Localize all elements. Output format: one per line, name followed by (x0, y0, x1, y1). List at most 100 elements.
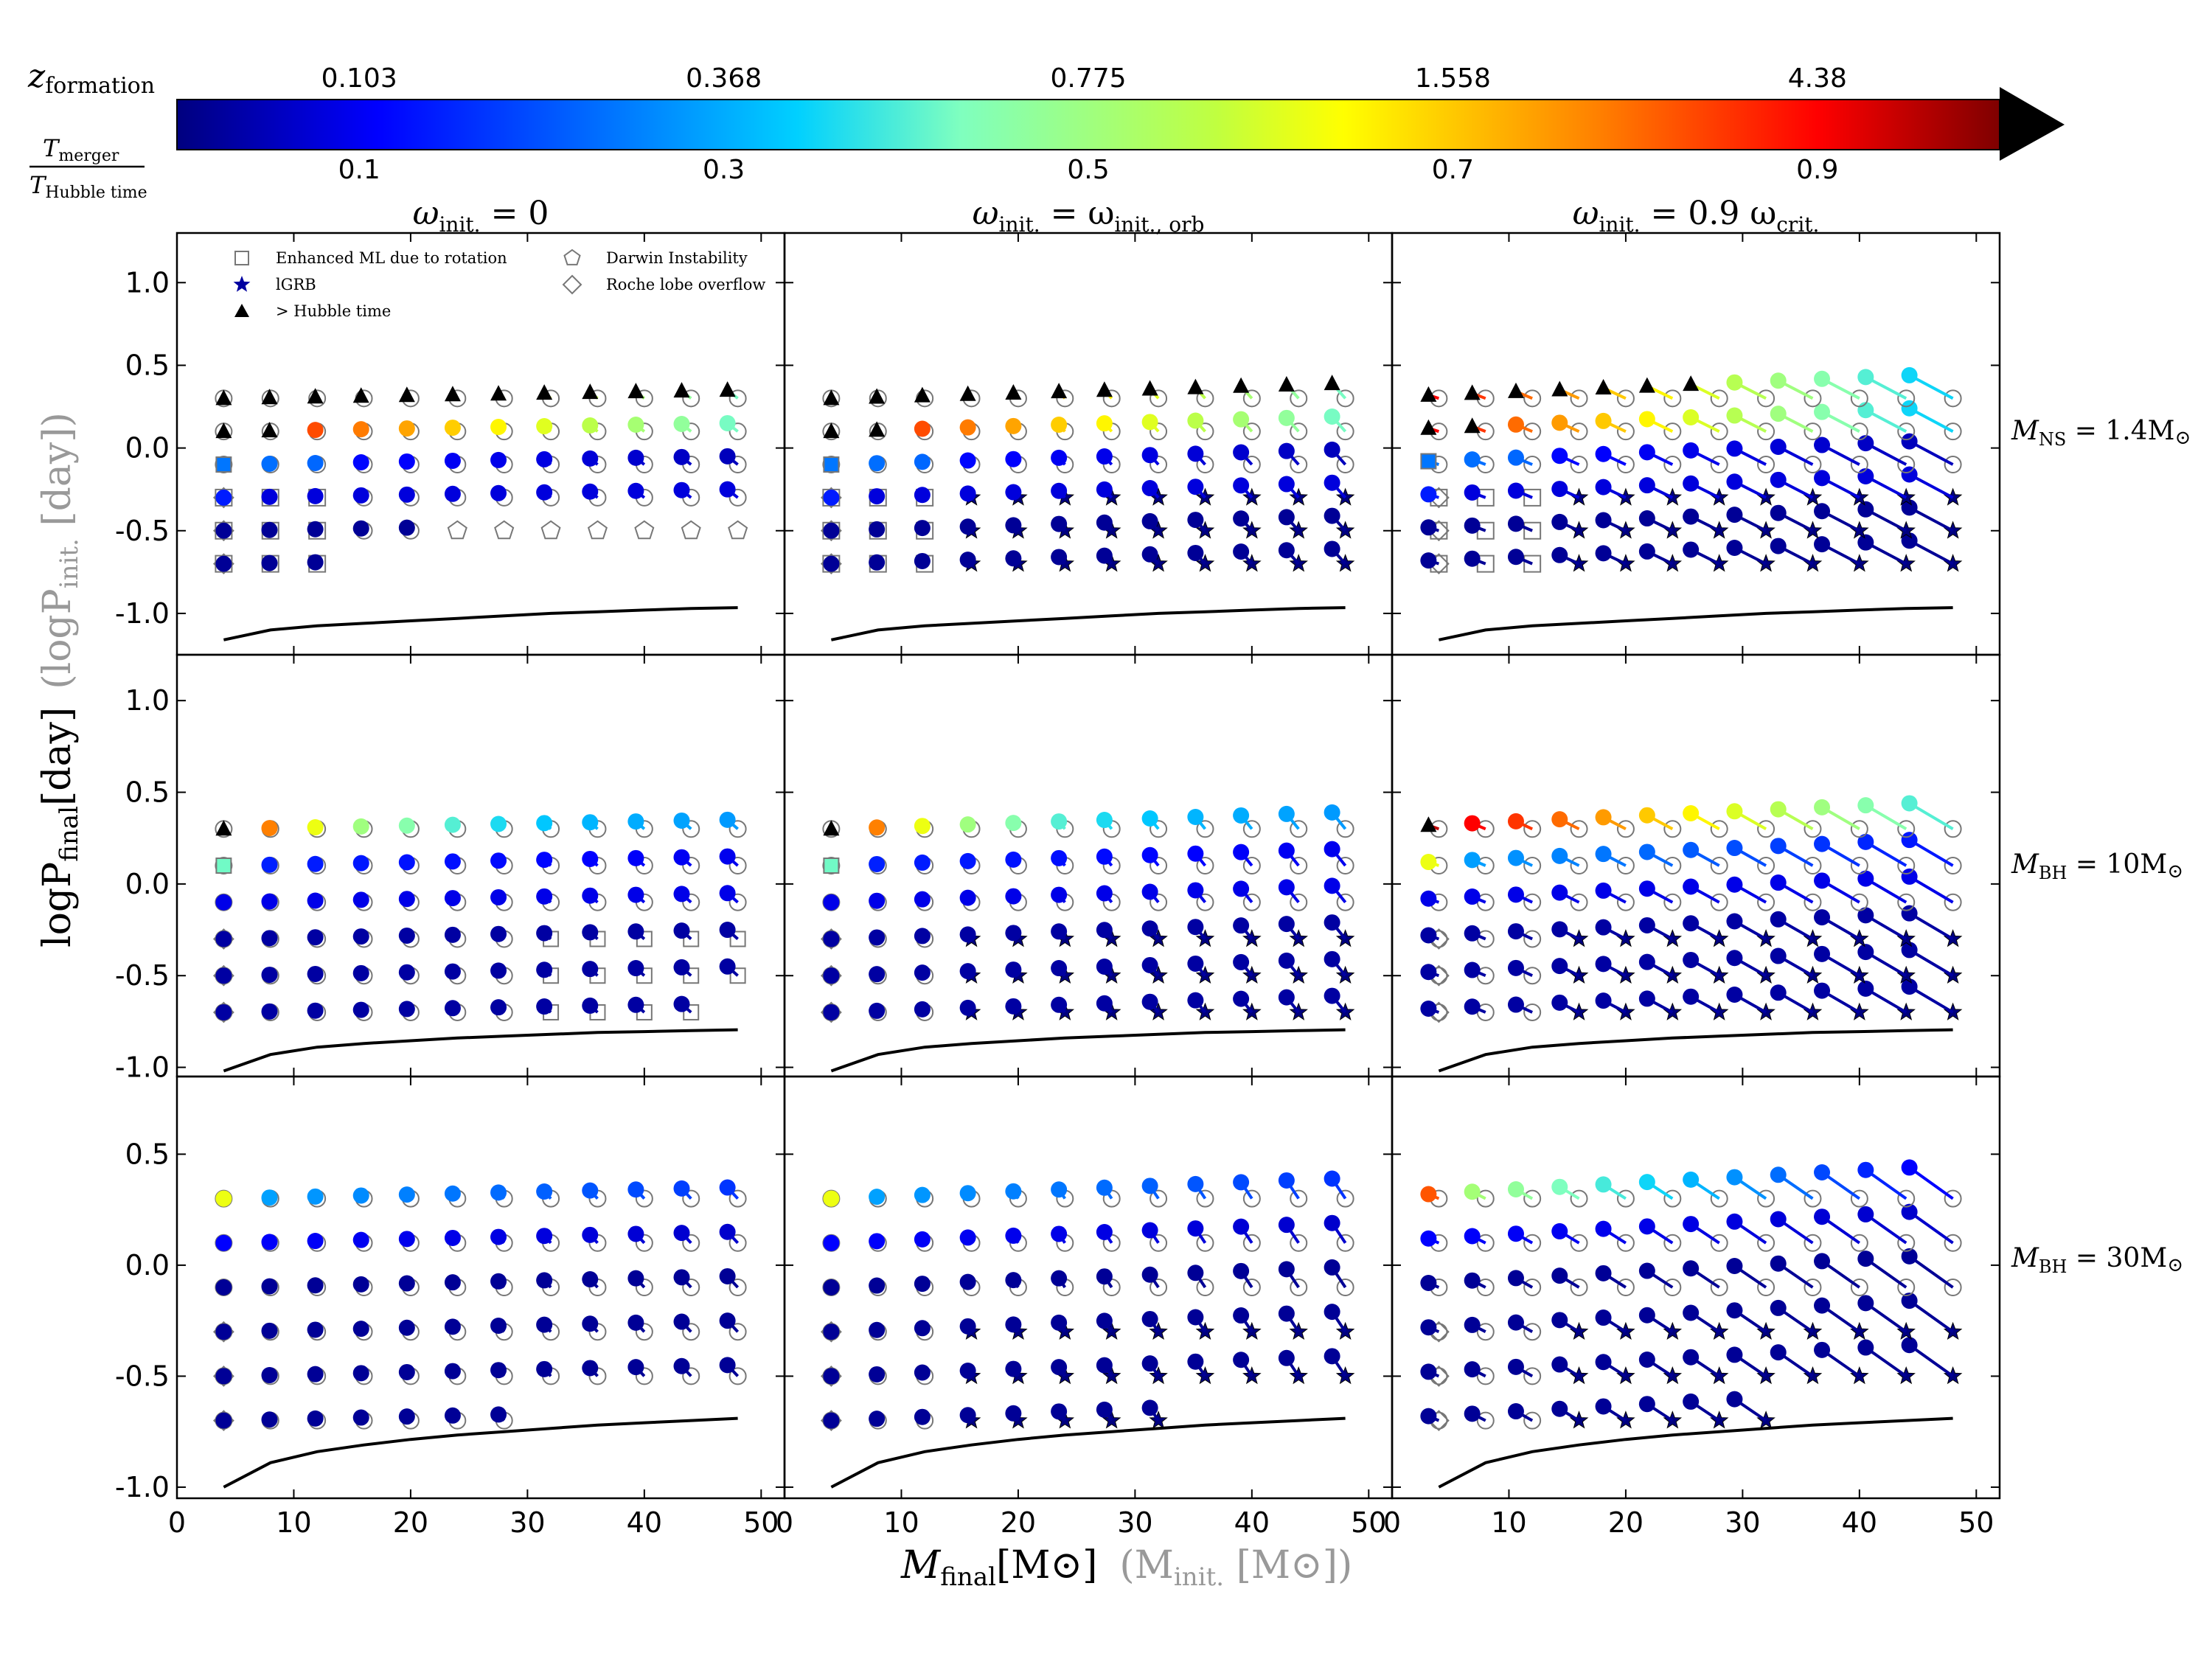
final-marker (1324, 474, 1340, 491)
colorbar-top-tick-label: 0.103 (321, 63, 397, 94)
final-marker (1005, 484, 1022, 501)
final-marker (1233, 1352, 1250, 1368)
evolution-track (1865, 1213, 1907, 1245)
final-marker (1638, 1307, 1655, 1324)
final-marker (1141, 846, 1158, 863)
final-marker (1005, 1272, 1022, 1289)
final-marker (215, 1412, 232, 1429)
final-marker (1683, 541, 1700, 558)
final-marker (1278, 952, 1295, 969)
final-marker (1770, 1255, 1787, 1272)
final-marker (261, 488, 278, 505)
final-marker (1233, 880, 1250, 897)
final-marker (1233, 510, 1250, 527)
initial-marker (1290, 1234, 1308, 1252)
initial-marker (1570, 857, 1588, 874)
initial-marker (1897, 1189, 1916, 1208)
initial-marker (1242, 389, 1261, 408)
panel: 0 10 20 30 40 50 (1383, 1075, 2001, 1539)
initial-marker (1663, 1279, 1682, 1296)
final-marker (1464, 925, 1481, 942)
final-marker (719, 958, 736, 975)
final-marker (627, 1225, 644, 1242)
final-marker (1005, 961, 1022, 978)
final-marker (261, 554, 278, 571)
legend-label: Roche lobe overflow (606, 276, 765, 293)
roche-limit-curve (1438, 1416, 1953, 1489)
initial-marker (1476, 1279, 1495, 1296)
initial-marker (635, 389, 653, 408)
roche-limit-curve (223, 606, 738, 641)
triangle-marker (673, 382, 690, 398)
initial-marker (682, 389, 700, 408)
initial-marker (1710, 389, 1728, 408)
initial-marker (1476, 1234, 1495, 1252)
final-marker (1096, 848, 1113, 865)
square-marker (683, 967, 700, 984)
final-marker (1770, 1166, 1787, 1183)
square-marker (729, 931, 746, 947)
final-marker (1638, 1262, 1655, 1279)
final-marker (1141, 1355, 1158, 1372)
final-marker (352, 1001, 369, 1018)
initial-marker (1710, 857, 1728, 874)
final-marker (1814, 1341, 1831, 1358)
initial-marker (728, 389, 747, 408)
final-marker (1770, 538, 1787, 554)
pentagon-marker (494, 520, 515, 540)
roche-limit-curve (1438, 606, 1953, 641)
final-marker (1770, 372, 1787, 389)
final-marker (1638, 953, 1655, 970)
final-marker (215, 894, 232, 911)
final-marker (1005, 998, 1022, 1015)
final-marker (1096, 995, 1113, 1012)
final-marker (1507, 886, 1524, 903)
final-marker (398, 1001, 415, 1018)
initial-marker (1242, 456, 1261, 474)
final-marker (959, 1273, 976, 1290)
initial-marker (1944, 1279, 1962, 1296)
initial-marker (1804, 389, 1822, 408)
final-marker (1683, 508, 1700, 525)
final-marker (1324, 408, 1340, 425)
triangle-marker (1096, 381, 1113, 397)
final-marker (627, 960, 644, 977)
initial-marker (1336, 389, 1354, 408)
final-marker (1551, 448, 1568, 465)
final-marker (673, 886, 690, 902)
evolution-track (1908, 801, 1954, 830)
final-marker (582, 814, 599, 831)
final-marker (1233, 807, 1250, 824)
initial-marker (682, 1234, 700, 1252)
final-marker (398, 1231, 415, 1248)
final-marker (719, 414, 736, 431)
initial-marker (1523, 930, 1542, 948)
initial-marker (261, 389, 279, 408)
final-marker (1278, 1349, 1295, 1366)
initial-marker (1196, 422, 1214, 441)
initial-marker (1850, 893, 1868, 911)
column-title-omega: ω (413, 195, 439, 232)
triangle-marker (1141, 380, 1158, 396)
final-marker (959, 816, 976, 833)
final-marker (582, 887, 599, 904)
initial-marker (1570, 456, 1588, 474)
triangle-marker (869, 421, 886, 437)
final-marker (1507, 1314, 1524, 1331)
initial-marker (1944, 456, 1962, 474)
evolution-track (1908, 1255, 1954, 1289)
column-title: ωinit. = ωinit., orb (973, 195, 1205, 237)
final-marker (1187, 882, 1204, 899)
final-marker (1770, 1344, 1787, 1361)
final-marker (1187, 412, 1204, 429)
initial-marker (1663, 820, 1682, 838)
initial-marker (728, 456, 747, 474)
final-marker (536, 484, 553, 501)
x-tick-label: 0 (776, 1506, 793, 1539)
triangle-marker (914, 386, 931, 403)
final-marker (1901, 466, 1918, 483)
initial-marker (1196, 857, 1214, 874)
final-marker (444, 890, 461, 907)
final-marker (627, 1270, 644, 1287)
initial-marker (1476, 1411, 1495, 1430)
